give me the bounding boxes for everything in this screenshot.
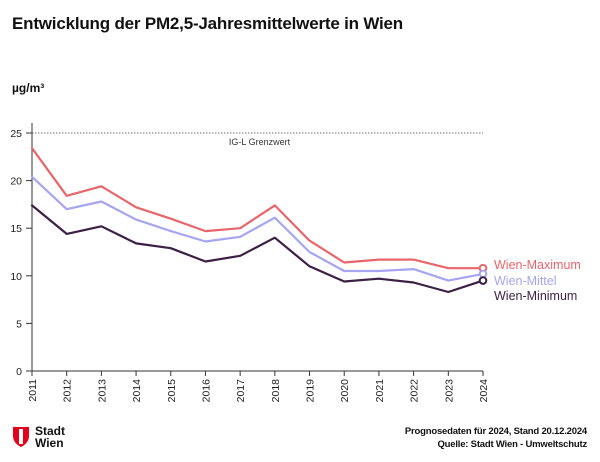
x-tick-label: 2015	[166, 379, 178, 403]
x-tick-label: 2017	[235, 379, 247, 403]
wien-shield-icon	[13, 427, 29, 447]
x-tick-label: 2023	[443, 379, 455, 403]
x-tick-label: 2018	[270, 379, 282, 403]
series-label: Wien-Minimum	[494, 289, 577, 303]
x-tick-label: 2011	[27, 379, 39, 402]
series-end-point	[478, 276, 488, 285]
series-line-wien-minimum	[30, 204, 485, 294]
logo-text: Stadt Wien	[35, 424, 65, 450]
chart-title: Entwicklung der PM2,5-Jahresmittelwerte …	[12, 14, 403, 33]
x-tick-label: 2024	[478, 379, 490, 403]
stadt-wien-logo: Stadt Wien	[12, 425, 75, 449]
y-tick-label: 25	[10, 128, 22, 140]
series-line-wien-maximum	[30, 147, 485, 270]
x-tick-label: 2014	[131, 379, 143, 403]
threshold-label: IG-L Grenzwert	[229, 137, 291, 147]
series-label: Wien-Maximum	[494, 258, 581, 272]
y-tick-label: 20	[10, 176, 22, 188]
y-tick-label: 15	[10, 223, 22, 235]
x-tick-label: 2013	[96, 379, 108, 403]
series-label: Wien-Mittel	[494, 274, 557, 288]
y-axis-unit-label: µg/m³	[12, 81, 44, 95]
footer-source: Prognosedaten für 2024, Stand 20.12.2024…	[405, 425, 587, 451]
x-tick-label: 2016	[200, 379, 212, 403]
source-note: Quelle: Stadt Wien - Umweltschutz	[437, 439, 587, 450]
series-end-point	[478, 269, 488, 279]
forecast-note: Prognosedaten für 2024, Stand 20.12.2024	[404, 426, 587, 437]
y-tick-label: 5	[16, 318, 22, 330]
series-line-wien-mittel	[30, 175, 485, 282]
x-tick-label: 2020	[339, 379, 351, 403]
axis-layer: µg/m³ 0 5 10 15 20 25 IG-L Grenzwert 2011 2012 201…	[10, 81, 490, 402]
y-tick-label: 0	[16, 366, 22, 378]
x-tick-label: 2021	[374, 379, 386, 403]
x-tick-label: 2019	[305, 379, 317, 403]
x-tick-label: 2022	[409, 379, 421, 403]
y-tick-label: 10	[10, 271, 22, 283]
x-tick-label: 2012	[62, 379, 74, 403]
series-layer	[30, 147, 488, 294]
